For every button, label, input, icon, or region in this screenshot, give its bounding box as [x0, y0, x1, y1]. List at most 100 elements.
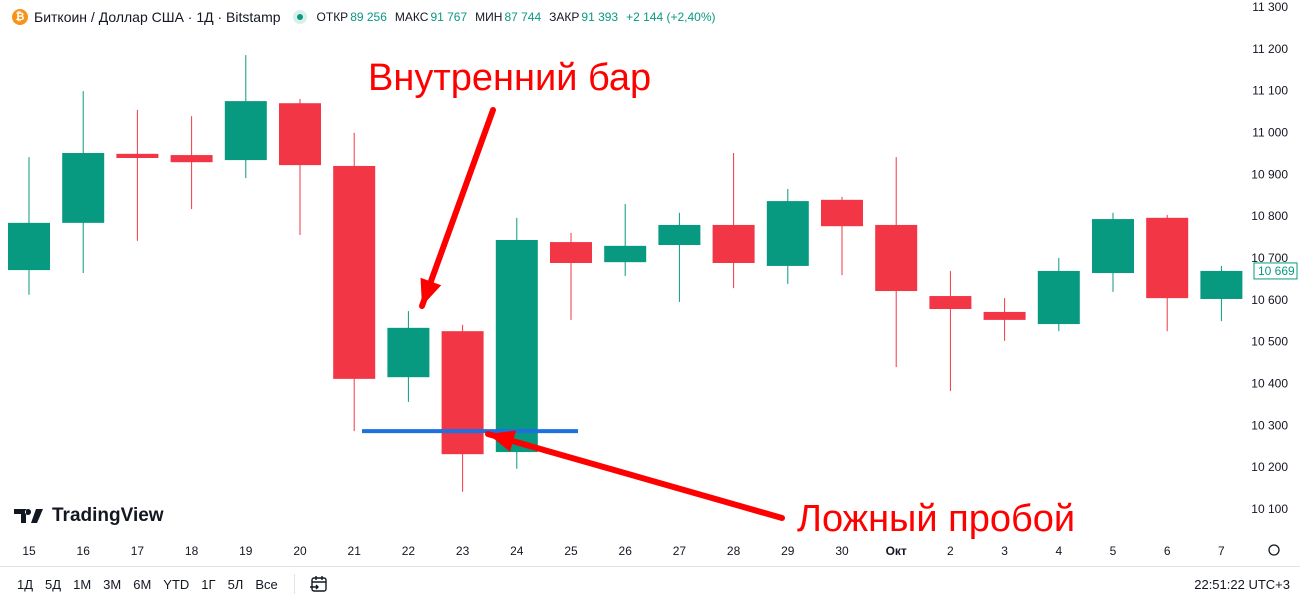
- candle-body: [712, 224, 755, 263]
- x-tick-label: 23: [456, 544, 470, 558]
- calendar-goto-icon[interactable]: [309, 574, 329, 594]
- x-tick-label: 21: [348, 544, 362, 558]
- candle-body: [387, 327, 430, 378]
- x-tick-label: 24: [510, 544, 524, 558]
- candle-body: [441, 331, 484, 455]
- x-tick-label: 19: [239, 544, 253, 558]
- candle-body: [279, 103, 321, 166]
- price-chart[interactable]: 15 16 17 18 19 20 21 22 23 24 25 26 27 28 29 30 Окт 2 3 4 5 6…: [0, 0, 1300, 566]
- candle-body: [333, 165, 376, 379]
- x-tick-label: 4: [1055, 544, 1062, 558]
- market-status-icon: [292, 10, 307, 24]
- inside-bar-arrow: [419, 107, 496, 309]
- candle-body: [116, 153, 159, 159]
- low-value: 87 744: [504, 10, 542, 24]
- y-tick-label: 10 300: [1251, 418, 1288, 432]
- candle-body: [495, 239, 538, 453]
- y-tick-label: 10 400: [1251, 376, 1288, 390]
- candle-body: [1146, 217, 1189, 299]
- x-tick-label: 7: [1218, 544, 1225, 558]
- close-label: ЗАКР: [549, 10, 580, 24]
- x-tick-label: 20: [293, 544, 307, 558]
- y-tick-label: 11 300: [1252, 0, 1288, 14]
- y-tick-label: 10 600: [1251, 293, 1288, 307]
- x-tick-label: Окт: [886, 544, 907, 558]
- candle-body: [8, 222, 50, 271]
- y-tick-label: 10 500: [1251, 335, 1288, 349]
- false-breakout-arrow-head: [488, 430, 517, 452]
- bitcoin-icon: ₿: [12, 9, 28, 25]
- x-tick-label: 28: [727, 544, 741, 558]
- false-breakout-arrow: [485, 431, 785, 521]
- x-tick-label: 25: [564, 544, 578, 558]
- settings-icon[interactable]: [1268, 544, 1280, 556]
- y-tick-label: 11 100: [1252, 84, 1288, 98]
- x-tick-label: 22: [402, 544, 416, 558]
- ohlc-values: ОТКР 89 256 МАКС 91 767 МИН 87 744 ЗАКР 91 3…: [317, 10, 722, 24]
- x-tick-label: 18: [185, 544, 199, 558]
- candle-body: [821, 199, 863, 227]
- range-3[interactable]: 3М: [103, 576, 122, 592]
- bottom-toolbar: 1Д 5Д 1М 3М 6М YTD 1Г 5Л Все 22:51:22 UTC+3: [0, 566, 1300, 601]
- range-8[interactable]: Все: [255, 576, 278, 592]
- logo-text: TradingView: [52, 505, 164, 526]
- candle-body: [1092, 219, 1134, 274]
- candle-body: [1200, 270, 1243, 299]
- candle-body: [224, 101, 267, 161]
- candle-body: [62, 152, 105, 223]
- candle-body: [170, 155, 213, 163]
- range-5[interactable]: YTD: [163, 576, 190, 592]
- x-tick-label: 29: [781, 544, 795, 558]
- tradingview-logo[interactable]: TradingView: [14, 505, 164, 527]
- range-2[interactable]: 1М: [73, 576, 92, 592]
- symbol-title[interactable]: Биткоин / Доллар США · 1Д · Bitstamp: [34, 9, 281, 25]
- false-breakout-annotation: Ложный пробой: [797, 498, 1075, 540]
- x-tick-label: 30: [835, 544, 849, 558]
- open-label: ОТКР: [316, 10, 349, 24]
- x-tick-label: 5: [1110, 544, 1117, 558]
- last-price-label: 10 669: [1258, 264, 1295, 278]
- y-tick-label: 10 200: [1251, 460, 1288, 474]
- inside-bar-annotation: Внутренний бар: [368, 57, 651, 99]
- y-tick-label: 10 100: [1251, 502, 1288, 516]
- candle-body: [983, 311, 1026, 320]
- symbol-legend: ₿ Биткоин / Доллар США · 1Д · Bitstamp О…: [12, 9, 722, 25]
- x-tick-label: 6: [1164, 544, 1171, 558]
- close-value: 91 393: [581, 10, 619, 24]
- candle-body: [658, 224, 701, 246]
- range-0[interactable]: 1Д: [17, 576, 34, 592]
- candle-body: [604, 245, 647, 263]
- candle-body: [766, 201, 809, 266]
- clock[interactable]: 22:51:22 UTC+3: [1194, 576, 1290, 592]
- high-value: 91 767: [430, 10, 468, 24]
- y-tick-label: 10 900: [1251, 167, 1288, 181]
- y-tick-label: 11 000: [1252, 125, 1288, 139]
- range-1[interactable]: 5Д: [45, 576, 62, 592]
- y-tick-label: 11 200: [1252, 42, 1288, 56]
- candle-body: [875, 224, 918, 292]
- range-7[interactable]: 5Л: [227, 576, 244, 592]
- inside-bar-arrow-head: [420, 277, 442, 306]
- last-price-badge: [1253, 262, 1298, 280]
- y-tick-label: 10 700: [1251, 251, 1288, 265]
- x-tick-label: 15: [22, 544, 36, 558]
- x-tick-label: 2: [947, 544, 954, 558]
- open-value: 89 256: [350, 10, 387, 24]
- candle-body: [929, 296, 972, 310]
- range-buttons: 1Д 5Д 1М 3М 6М YTD 1Г 5Л Все: [17, 577, 278, 592]
- x-tick-label: 17: [131, 544, 145, 558]
- y-tick-label: 10 800: [1251, 209, 1288, 223]
- x-tick-label: 16: [77, 544, 91, 558]
- change-value: +2 144 (+2,40%): [626, 10, 716, 24]
- x-tick-label: 26: [619, 544, 633, 558]
- low-label: МИН: [475, 10, 503, 24]
- candle-body: [550, 242, 592, 263]
- candle-body: [1037, 270, 1080, 325]
- x-tick-label: 27: [673, 544, 687, 558]
- divider: [293, 574, 295, 594]
- range-6[interactable]: 1Г: [201, 576, 216, 592]
- high-label: МАКС: [394, 10, 429, 24]
- tradingview-logo-icon: [14, 509, 43, 523]
- x-tick-label: 3: [1001, 544, 1008, 558]
- range-4[interactable]: 6М: [133, 576, 152, 592]
